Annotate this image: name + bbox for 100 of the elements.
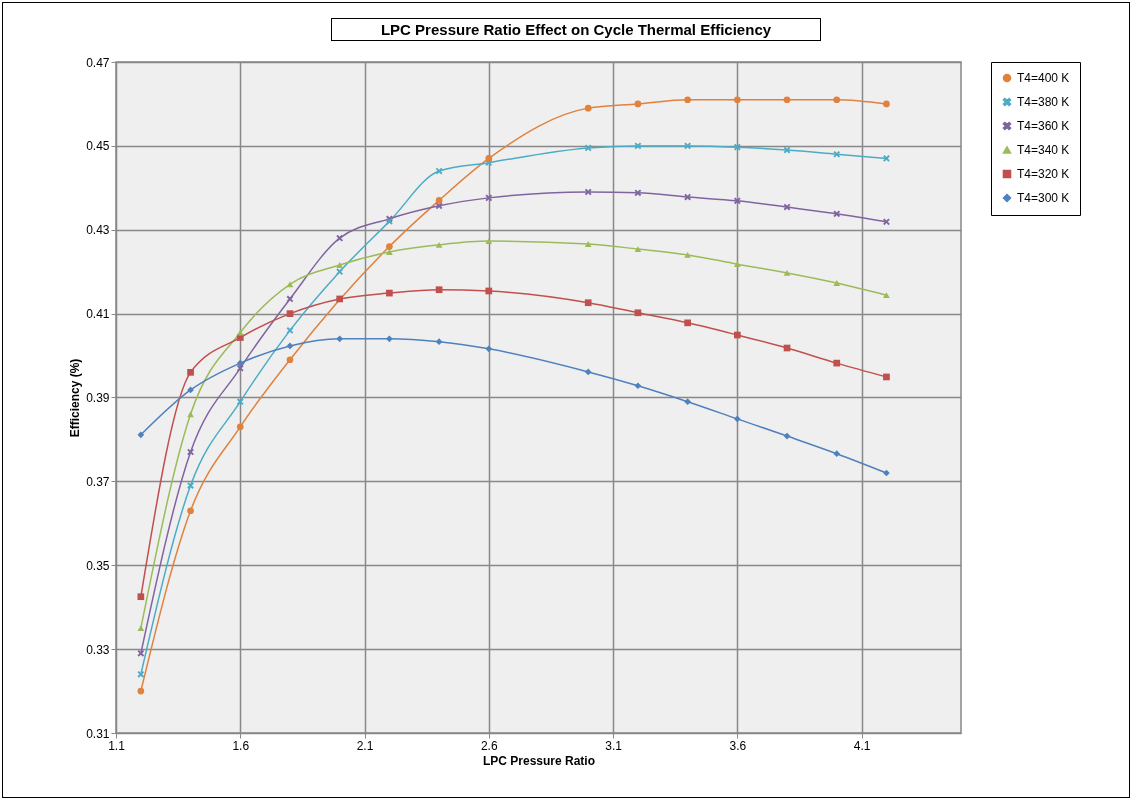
point bbox=[733, 331, 741, 339]
legend-label: T4=360 K bbox=[1017, 119, 1070, 133]
point bbox=[187, 482, 194, 489]
point bbox=[684, 319, 691, 327]
point bbox=[833, 210, 841, 218]
point bbox=[236, 423, 244, 431]
point bbox=[187, 411, 194, 418]
y-tick-label: 0.33 bbox=[86, 642, 110, 657]
legend-label: T4=380 K bbox=[1017, 95, 1070, 109]
point bbox=[336, 262, 344, 268]
x-tick-label: 1.6 bbox=[232, 738, 250, 753]
point bbox=[435, 241, 443, 248]
point bbox=[833, 96, 841, 104]
point bbox=[783, 146, 791, 154]
point bbox=[833, 359, 841, 367]
y-tick-label: 0.43 bbox=[86, 223, 110, 238]
point bbox=[634, 382, 642, 390]
point bbox=[286, 310, 294, 317]
point bbox=[435, 338, 443, 346]
point bbox=[684, 398, 691, 406]
point bbox=[187, 368, 194, 376]
x-tick-label: 4.1 bbox=[853, 738, 871, 753]
point bbox=[783, 432, 791, 440]
point bbox=[783, 203, 791, 211]
point bbox=[584, 144, 592, 152]
point bbox=[336, 295, 344, 303]
y-axis-title: Efficiency (%) bbox=[68, 358, 83, 438]
point bbox=[733, 197, 741, 205]
point bbox=[833, 280, 841, 286]
point bbox=[733, 415, 741, 423]
point bbox=[883, 218, 890, 226]
point bbox=[286, 281, 294, 288]
point bbox=[336, 268, 344, 276]
point bbox=[783, 270, 791, 276]
point bbox=[733, 143, 741, 151]
y-tick-label: 0.35 bbox=[86, 558, 110, 573]
point bbox=[386, 335, 393, 343]
point bbox=[833, 450, 841, 458]
y-tick-label: 0.37 bbox=[86, 474, 110, 489]
point bbox=[634, 309, 642, 317]
point bbox=[883, 100, 890, 108]
point bbox=[634, 142, 642, 150]
point bbox=[386, 289, 393, 297]
y-tick-label: 0.45 bbox=[86, 139, 110, 154]
point bbox=[137, 625, 145, 632]
point bbox=[336, 335, 344, 343]
point bbox=[883, 373, 890, 381]
point bbox=[286, 295, 294, 303]
point bbox=[137, 670, 145, 678]
point bbox=[435, 167, 443, 175]
point bbox=[733, 261, 741, 268]
point bbox=[584, 188, 592, 196]
point bbox=[485, 194, 493, 202]
point bbox=[137, 593, 145, 601]
legend-label: T4=320 K bbox=[1017, 167, 1070, 181]
point bbox=[634, 246, 642, 252]
point bbox=[634, 100, 642, 108]
x-tick-label: 3.1 bbox=[605, 738, 623, 753]
point bbox=[286, 342, 294, 350]
x-tick-label: 2.1 bbox=[356, 738, 374, 753]
point bbox=[684, 252, 691, 258]
chart-title: LPC Pressure Ratio Effect on Cycle Thermal Efficiency bbox=[331, 18, 821, 41]
x-tick-label: 1.1 bbox=[108, 738, 126, 753]
point bbox=[634, 189, 642, 197]
point bbox=[236, 359, 244, 367]
point bbox=[783, 96, 791, 104]
point bbox=[684, 142, 691, 150]
point bbox=[833, 150, 841, 158]
point bbox=[435, 197, 443, 204]
point bbox=[286, 356, 294, 364]
y-tick-label: 0.39 bbox=[86, 391, 110, 405]
point bbox=[236, 398, 244, 406]
point bbox=[137, 649, 145, 657]
y-tick-label: 0.47 bbox=[86, 55, 110, 70]
point bbox=[386, 249, 393, 255]
point bbox=[733, 96, 741, 104]
point bbox=[137, 431, 145, 439]
point bbox=[485, 345, 493, 353]
point bbox=[883, 155, 890, 162]
legend-label: T4=300 K bbox=[1017, 191, 1070, 205]
legend-label: T4=400 K bbox=[1017, 71, 1070, 85]
point bbox=[485, 287, 493, 295]
point bbox=[336, 234, 344, 242]
legend-label: T4=340 K bbox=[1017, 143, 1070, 157]
x-tick-label: 3.6 bbox=[729, 738, 747, 753]
point bbox=[137, 687, 145, 695]
point bbox=[435, 286, 443, 294]
point bbox=[584, 241, 592, 247]
point bbox=[684, 96, 691, 104]
point bbox=[584, 299, 592, 307]
point bbox=[386, 243, 393, 250]
x-axis-title: LPC Pressure Ratio bbox=[482, 753, 596, 768]
y-tick-label: 0.41 bbox=[86, 307, 110, 322]
point bbox=[187, 507, 194, 515]
x-tick-label: 2.6 bbox=[480, 738, 498, 753]
point bbox=[584, 368, 592, 376]
point bbox=[584, 104, 592, 112]
point bbox=[883, 292, 890, 299]
point bbox=[236, 364, 244, 372]
point bbox=[485, 238, 493, 244]
